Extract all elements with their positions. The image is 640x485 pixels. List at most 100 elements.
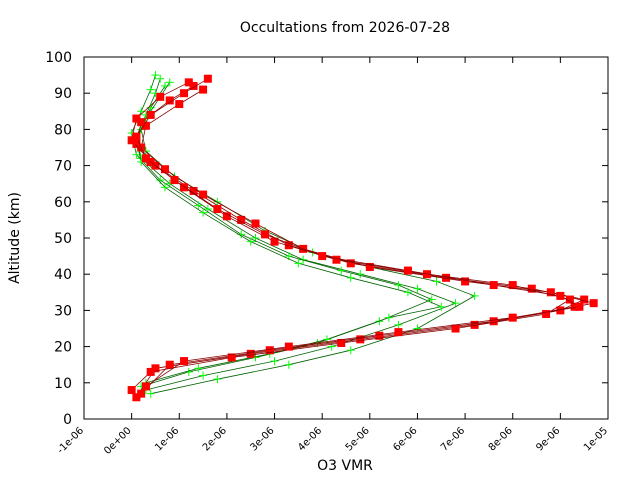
data-point-square xyxy=(189,81,198,90)
data-point-plus xyxy=(246,237,255,246)
data-point-plus xyxy=(284,360,293,369)
data-point-square xyxy=(203,74,212,83)
data-point-square xyxy=(180,89,189,98)
data-point-square xyxy=(565,295,574,304)
data-point-plus xyxy=(151,71,160,80)
data-point-square xyxy=(470,320,479,329)
data-point-square xyxy=(270,237,279,246)
y-tick-label: 0 xyxy=(63,412,72,428)
data-point-square xyxy=(365,262,374,271)
y-axis-label: Altitude (km) xyxy=(7,192,23,284)
data-point-square xyxy=(213,205,222,214)
data-point-square xyxy=(403,266,412,275)
data-point-plus xyxy=(165,78,174,87)
data-point-square xyxy=(489,281,498,290)
data-point-plus xyxy=(294,259,303,268)
data-point-square xyxy=(175,100,184,109)
chart-title: Occultations from 2026-07-28 xyxy=(240,20,450,36)
data-point-square xyxy=(556,306,565,315)
data-point-square xyxy=(442,273,451,282)
data-point-square xyxy=(227,353,236,362)
data-point-square xyxy=(132,393,141,402)
data-point-square xyxy=(542,310,551,319)
data-point-square xyxy=(170,176,179,185)
data-point-square xyxy=(318,252,327,261)
data-point-plus xyxy=(213,197,222,206)
data-point-square xyxy=(160,165,169,174)
y-tick-label: 20 xyxy=(54,340,72,356)
data-point-square xyxy=(284,342,293,351)
data-point-square xyxy=(146,110,155,119)
data-point-square xyxy=(156,92,165,101)
data-point-plus xyxy=(403,288,412,297)
data-point-plus xyxy=(470,291,479,300)
data-point-plus xyxy=(156,74,165,83)
data-layer xyxy=(127,71,598,402)
data-point-plus xyxy=(337,266,346,275)
data-point-square xyxy=(151,364,160,373)
data-point-plus xyxy=(394,281,403,290)
data-point-square xyxy=(527,284,536,293)
data-point-plus xyxy=(451,299,460,308)
data-point-square xyxy=(141,121,150,130)
data-point-square xyxy=(180,183,189,192)
data-point-square xyxy=(575,302,584,311)
data-point-square xyxy=(199,85,208,94)
data-point-square xyxy=(132,114,141,123)
data-point-square xyxy=(489,317,498,326)
data-point-plus xyxy=(356,270,365,279)
data-point-plus xyxy=(322,335,331,344)
data-point-square xyxy=(132,132,141,141)
data-point-square xyxy=(570,302,579,311)
data-point-square xyxy=(132,139,141,148)
y-tick-label: 80 xyxy=(54,122,72,138)
y-tick-label: 10 xyxy=(54,376,72,392)
data-point-square xyxy=(265,346,274,355)
data-point-plus xyxy=(346,346,355,355)
data-point-plus xyxy=(199,371,208,380)
data-point-plus xyxy=(413,284,422,293)
data-point-square xyxy=(508,313,517,322)
data-point-square xyxy=(508,281,517,290)
data-point-plus xyxy=(270,357,279,366)
data-point-plus xyxy=(194,364,203,373)
profile-line-0-2 xyxy=(140,85,476,395)
data-point-square xyxy=(251,219,260,228)
data-point-plus xyxy=(213,375,222,384)
data-point-square xyxy=(180,357,189,366)
data-point-square xyxy=(141,382,150,391)
data-point-square xyxy=(375,331,384,340)
data-point-square xyxy=(589,299,598,308)
data-point-square xyxy=(222,212,231,221)
data-point-square xyxy=(337,338,346,347)
y-tick-label: 50 xyxy=(54,231,72,247)
data-point-square xyxy=(246,349,255,358)
data-point-square xyxy=(580,295,589,304)
data-point-square xyxy=(237,215,246,224)
data-point-square xyxy=(199,190,208,199)
y-tick-label: 100 xyxy=(45,50,72,66)
y-tick-label: 90 xyxy=(54,86,72,102)
data-point-plus xyxy=(132,150,141,159)
data-point-plus xyxy=(394,320,403,329)
data-point-plus xyxy=(427,295,436,304)
data-point-square xyxy=(261,230,270,239)
data-point-square xyxy=(461,277,470,286)
data-point-square xyxy=(356,335,365,344)
data-point-square xyxy=(284,241,293,250)
data-point-square xyxy=(556,291,565,300)
data-point-square xyxy=(127,386,136,395)
data-point-square xyxy=(332,255,341,264)
data-point-square xyxy=(451,324,460,333)
data-point-plus xyxy=(432,277,441,286)
data-point-square xyxy=(394,328,403,337)
data-point-plus xyxy=(146,389,155,398)
plot-frame xyxy=(83,56,609,420)
data-point-plus xyxy=(160,183,169,192)
data-point-square xyxy=(189,186,198,195)
data-point-plus xyxy=(199,208,208,217)
y-tick-label: 70 xyxy=(54,159,72,175)
data-point-square xyxy=(165,96,174,105)
